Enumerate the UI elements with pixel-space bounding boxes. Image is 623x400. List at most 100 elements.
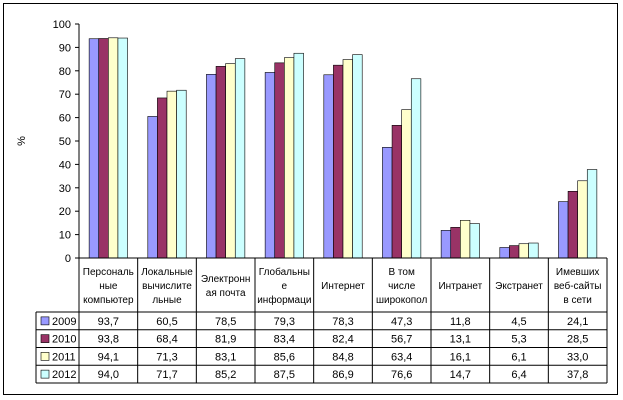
bar-2010-5 [391, 125, 402, 259]
legend-swatch-2011 [40, 352, 50, 361]
bar-2010-7 [509, 245, 520, 259]
data-label: 93,7 [98, 316, 119, 328]
y-tick-label: 30 [59, 183, 71, 195]
data-label: 76,6 [391, 369, 412, 381]
y-tick-label: 100 [53, 19, 71, 31]
bar-2011-4 [342, 59, 353, 259]
data-label: 16,1 [450, 351, 471, 363]
bar-2011-8 [577, 180, 588, 259]
bar-2011-3 [284, 57, 295, 259]
category-label: В том [388, 267, 414, 278]
bar-2012-7 [528, 242, 539, 259]
bar-2011-7 [518, 243, 529, 259]
y-tick-label: 80 [59, 66, 71, 78]
data-label: 71,7 [156, 369, 177, 381]
data-label: 5,3 [511, 334, 526, 346]
category-label: числе [388, 281, 416, 292]
data-label: 37,8 [567, 369, 588, 381]
data-label: 81,9 [215, 334, 236, 346]
legend-label-2009: 2009 [52, 316, 76, 328]
y-tick-label: 40 [59, 159, 71, 171]
bar-2011-2 [225, 63, 236, 259]
bar-2009-6 [440, 230, 452, 259]
data-label: 63,4 [391, 351, 412, 363]
legend-swatch-2009 [40, 316, 50, 326]
bar-2012-5 [410, 78, 422, 259]
data-label: 83,4 [274, 334, 295, 346]
bar-2010-3 [274, 62, 285, 259]
y-tick-label: 90 [59, 42, 71, 54]
bar-2010-2 [215, 66, 226, 259]
data-label: 56,7 [391, 334, 412, 346]
category-label: е [282, 281, 288, 292]
bar-2012-2 [234, 58, 246, 259]
data-label: 14,7 [450, 369, 471, 381]
data-label: 33,0 [567, 351, 588, 363]
y-tick-label: 50 [59, 136, 71, 148]
bar-2010-1 [157, 97, 168, 259]
category-label: веб-сайты [554, 280, 602, 292]
bar-2010-4 [333, 64, 344, 259]
bar-2009-3 [264, 72, 276, 259]
legend-label-2010: 2010 [52, 334, 76, 346]
data-label: 6,1 [511, 351, 526, 363]
bar-2012-1 [176, 89, 187, 259]
data-label: 71,3 [156, 351, 177, 363]
data-label: 11,8 [450, 316, 471, 328]
data-label: 85,2 [215, 369, 236, 381]
category-label: Персональ [83, 267, 134, 278]
legend-swatch-2012 [40, 369, 50, 379]
category-label: Интернет [321, 281, 365, 292]
y-tick-label: 0 [65, 253, 71, 265]
bar-2009-8 [558, 201, 569, 259]
bar-2012-4 [352, 54, 363, 259]
bar-2009-2 [206, 74, 217, 259]
bar-2011-1 [166, 90, 177, 259]
bar-2011-5 [401, 109, 412, 259]
bar-2009-1 [147, 116, 158, 259]
legend-swatch-2010 [40, 334, 50, 343]
data-label: 94,1 [98, 351, 119, 363]
data-label: 24,1 [567, 316, 588, 328]
y-tick-label: 20 [59, 206, 71, 218]
category-label: компьютер [83, 295, 134, 306]
category-label: Электронн [201, 274, 251, 285]
y-axis-title: % [16, 136, 28, 146]
category-label: ные [99, 281, 118, 292]
data-label: 78,5 [215, 316, 236, 328]
category-label: Экстранет [495, 281, 543, 292]
data-label: 93,8 [98, 334, 119, 346]
bar-2009-4 [323, 74, 334, 259]
y-tick-label: 60 [59, 113, 71, 125]
bar-2009-5 [382, 147, 393, 259]
data-label: 47,3 [391, 316, 412, 328]
data-label: 84,8 [332, 351, 353, 363]
category-label: Глобальны [259, 266, 310, 278]
bar-2012-3 [293, 52, 304, 259]
data-label: 13,1 [450, 334, 471, 346]
data-label: 86,9 [332, 369, 353, 381]
y-tick-label: 70 [59, 89, 71, 101]
y-tick-label: 10 [59, 230, 71, 242]
bar-2012-6 [469, 223, 480, 259]
category-label: информаци [257, 294, 311, 306]
bar-2010-0 [98, 38, 109, 259]
data-label: 28,5 [567, 334, 588, 346]
bar-2011-6 [460, 220, 471, 259]
data-label: 83,1 [215, 351, 236, 363]
category-label: Имевших [556, 267, 600, 278]
category-label: широкопол [376, 295, 428, 306]
data-label: 85,6 [274, 351, 295, 363]
legend-label-2012: 2012 [52, 369, 76, 381]
bar-2012-0 [117, 37, 128, 259]
bar-2010-8 [567, 191, 578, 259]
category-label: Интранет [438, 281, 482, 292]
data-label: 87,5 [274, 369, 295, 381]
bar-2011-0 [108, 37, 119, 259]
category-label: ая почта [206, 288, 246, 299]
bar-2012-8 [586, 169, 598, 259]
category-label: льные [152, 295, 182, 306]
bar-2010-6 [450, 227, 461, 259]
data-label: 78,3 [332, 316, 353, 328]
